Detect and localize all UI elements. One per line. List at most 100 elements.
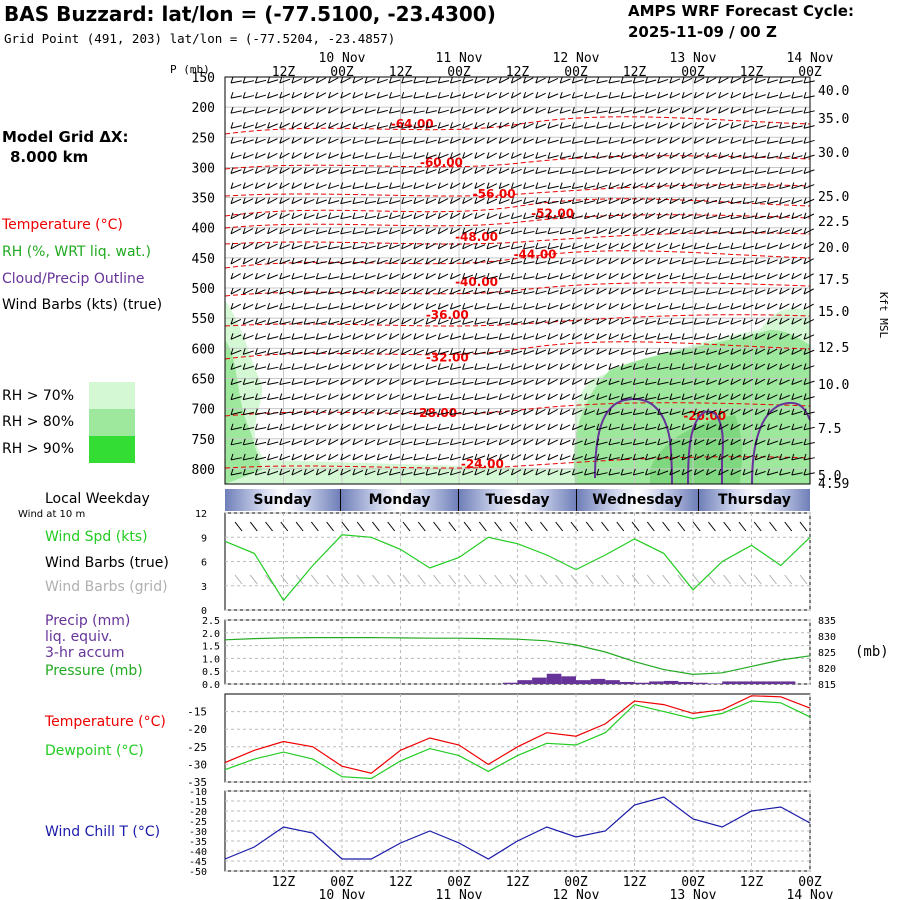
wind-barb	[584, 170, 596, 174]
wind-barb-feather	[462, 91, 466, 99]
wind-barb	[511, 335, 523, 340]
wind-barb-feather	[779, 257, 783, 265]
wind-barb-feather	[547, 107, 551, 114]
height-tick-label: 15.0	[818, 305, 849, 320]
wind-barb-feather	[462, 393, 466, 400]
wind-barb-feather	[657, 363, 661, 370]
wind-barb-feather	[681, 197, 685, 204]
wind-barb	[291, 198, 303, 205]
wind-barb	[267, 411, 279, 416]
wind-barb-feather	[803, 378, 807, 385]
precip-tick-label: 2.0	[202, 629, 220, 640]
wind-barb	[608, 411, 620, 416]
wind-barb-feather	[340, 272, 344, 280]
wind-barb-feather	[718, 167, 722, 174]
wind-barb-feather	[571, 363, 575, 370]
pressure-tick-label: 600	[192, 342, 215, 357]
wind-barb-feather	[791, 122, 795, 129]
wind-barb	[767, 79, 779, 84]
wind-barb	[779, 303, 790, 310]
wind-barb-feather	[303, 287, 307, 295]
surface-wind-barb	[738, 521, 747, 532]
wind-barb-feather	[437, 272, 441, 280]
wind-barb	[584, 410, 595, 416]
wind-barb-feather	[766, 363, 770, 370]
legend-rh90-swatch	[89, 436, 135, 463]
wind-barb-feather	[523, 408, 527, 415]
wind-barb	[267, 274, 278, 280]
wind-barb-feather	[510, 152, 514, 159]
wind-barb	[279, 152, 290, 159]
wind-barb	[681, 137, 692, 144]
wind-barb	[523, 246, 535, 250]
wind-barb-feather	[242, 378, 246, 385]
wind-barb	[474, 440, 486, 446]
wind-barb	[279, 122, 290, 129]
legend-rh: RH (%, WRT liq. wat.)	[2, 244, 151, 260]
wind-barb	[462, 108, 473, 114]
wind-barb	[657, 426, 669, 431]
surface-wind-barb-grid	[372, 574, 380, 585]
wind-barb	[413, 318, 424, 325]
wind-barb	[352, 216, 364, 220]
wind-barb	[511, 469, 522, 476]
wind-barb	[560, 470, 571, 476]
wind-barb-feather	[571, 91, 575, 99]
wind-barb	[730, 170, 742, 174]
wind-barb-feather	[632, 182, 636, 189]
wind-barb-feather	[766, 137, 770, 144]
wind-barb-feather	[242, 212, 246, 219]
wind-barb-feather	[315, 242, 319, 250]
wind-barb-feather	[547, 91, 551, 99]
wind-barb-feather	[315, 137, 319, 144]
wind-barb-feather	[315, 393, 319, 400]
wind-barb-feather	[279, 333, 283, 340]
wind-barb	[645, 153, 656, 159]
wind-barb	[499, 366, 510, 370]
wind-barb-feather	[742, 318, 746, 325]
wind-barb	[486, 92, 498, 99]
wind-barb	[267, 94, 279, 99]
wind-barb-feather	[413, 227, 417, 234]
wind-barb-feather	[315, 91, 319, 99]
wind-barb	[633, 213, 644, 220]
wind-barb-feather	[340, 122, 344, 129]
wind-barb	[718, 394, 729, 401]
wind-barb-feather	[705, 438, 709, 445]
wind-barb-feather	[242, 453, 246, 461]
wind-barb	[694, 77, 705, 84]
wind-barb-feather	[315, 227, 319, 234]
wind-barb	[255, 183, 266, 189]
wind-barb-feather	[474, 122, 478, 129]
wind-barb-feather	[766, 438, 770, 445]
wind-barb-feather	[535, 423, 539, 430]
wind-barb	[377, 394, 388, 401]
wind-barb	[742, 215, 754, 220]
wind-barb-feather	[291, 197, 295, 204]
wind-barb	[438, 80, 450, 84]
wind-barb-feather	[462, 197, 466, 204]
wind-barb-feather	[364, 408, 368, 415]
wind-barb	[401, 426, 413, 431]
wind-barb-feather	[571, 393, 575, 400]
wind-barb	[633, 153, 644, 159]
wind-barb	[243, 471, 255, 476]
wind-barb	[316, 321, 328, 325]
wind-barb-feather	[254, 197, 258, 204]
wind-barb-feather	[742, 182, 746, 189]
surface-wind-barb-grid	[540, 574, 548, 585]
wind-barb	[694, 439, 705, 446]
wind-barb	[316, 137, 327, 144]
wind-barb-feather	[254, 182, 258, 189]
wind-barb	[803, 380, 815, 385]
wind-barb-feather	[254, 438, 258, 445]
wind-barb	[657, 274, 669, 280]
wind-barb	[596, 426, 608, 431]
wind-barb	[523, 379, 534, 385]
wind-barb	[645, 108, 657, 114]
wind-barb	[803, 396, 815, 401]
wind-barb	[328, 107, 339, 114]
wind-barb-feather	[291, 393, 295, 400]
wind-barb	[547, 439, 559, 446]
wind-barb-feather	[742, 242, 746, 250]
